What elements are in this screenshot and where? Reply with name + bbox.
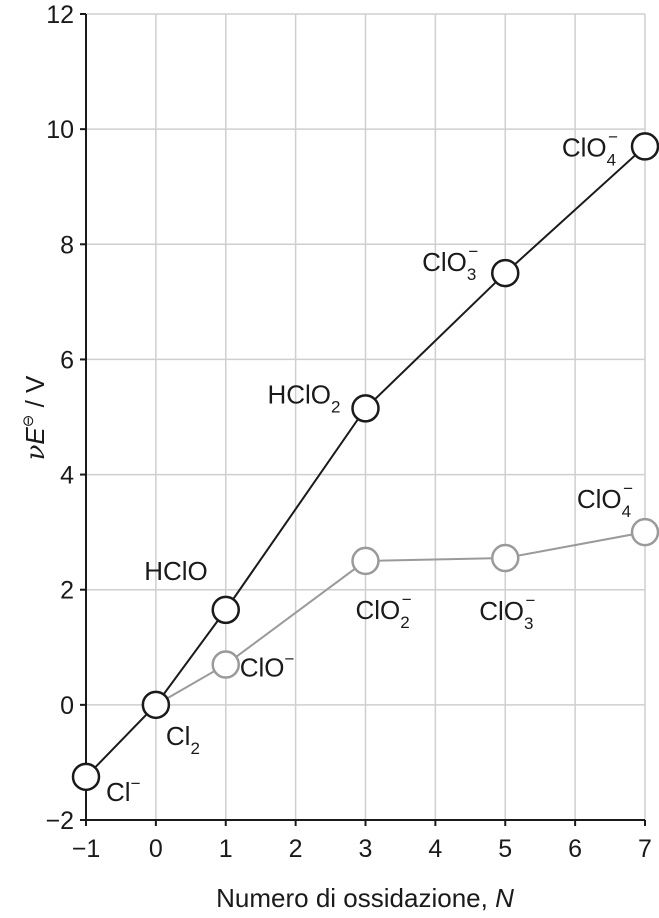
data-point [71, 762, 101, 792]
data-point [351, 546, 380, 576]
y-tick-label: 4 [60, 462, 74, 490]
y-tick-label: 0 [60, 692, 74, 720]
data-points [71, 132, 659, 792]
series-line [85, 145, 646, 778]
data-point [211, 595, 240, 625]
data-point [630, 132, 659, 161]
point-label: HClO [144, 556, 208, 586]
y-tick-label: 8 [60, 231, 74, 259]
x-tick-label: 4 [428, 835, 442, 863]
x-tick-label: 5 [498, 835, 512, 863]
point-label: ClO2− [356, 590, 412, 632]
y-tick-label: 6 [60, 346, 74, 374]
x-tick-label: 6 [568, 835, 582, 863]
point-label: Cl2 [166, 721, 200, 758]
x-tick-label: 3 [359, 835, 373, 863]
y-tick-label: −2 [45, 807, 74, 835]
y-tick-label: 2 [60, 577, 74, 605]
data-point [630, 517, 659, 547]
y-tick-label: 10 [46, 116, 74, 144]
point-label: ClO3− [422, 242, 478, 284]
data-point [351, 394, 380, 423]
x-tick-label: 0 [149, 835, 163, 863]
x-tick-label: 1 [219, 835, 233, 863]
point-label: ClO3− [479, 591, 535, 633]
point-label: ClO4− [562, 127, 618, 169]
data-point [141, 690, 171, 720]
point-label: ClO− [240, 650, 295, 683]
point-label: ClO4− [577, 479, 633, 521]
x-tick-label: 7 [638, 835, 652, 863]
point-labels: Cl− Cl2 HClO HClO2 ClO3− ClO4− ClO− ClO2− ClO3− C… [106, 127, 633, 806]
axes [80, 13, 646, 826]
data-point [491, 258, 520, 288]
data-point [491, 543, 520, 573]
data-point [211, 650, 240, 679]
gridlines [86, 13, 646, 820]
y-tick-label: 12 [46, 1, 74, 29]
x-axis-label: Numero di ossidazione, N [216, 883, 514, 913]
point-label: HClO2 [267, 379, 340, 416]
x-tick-label: −1 [72, 835, 101, 863]
x-tick-label: 2 [289, 835, 303, 863]
y-axis-label: νE⊖ / V [20, 375, 51, 460]
point-label: Cl− [106, 774, 141, 807]
